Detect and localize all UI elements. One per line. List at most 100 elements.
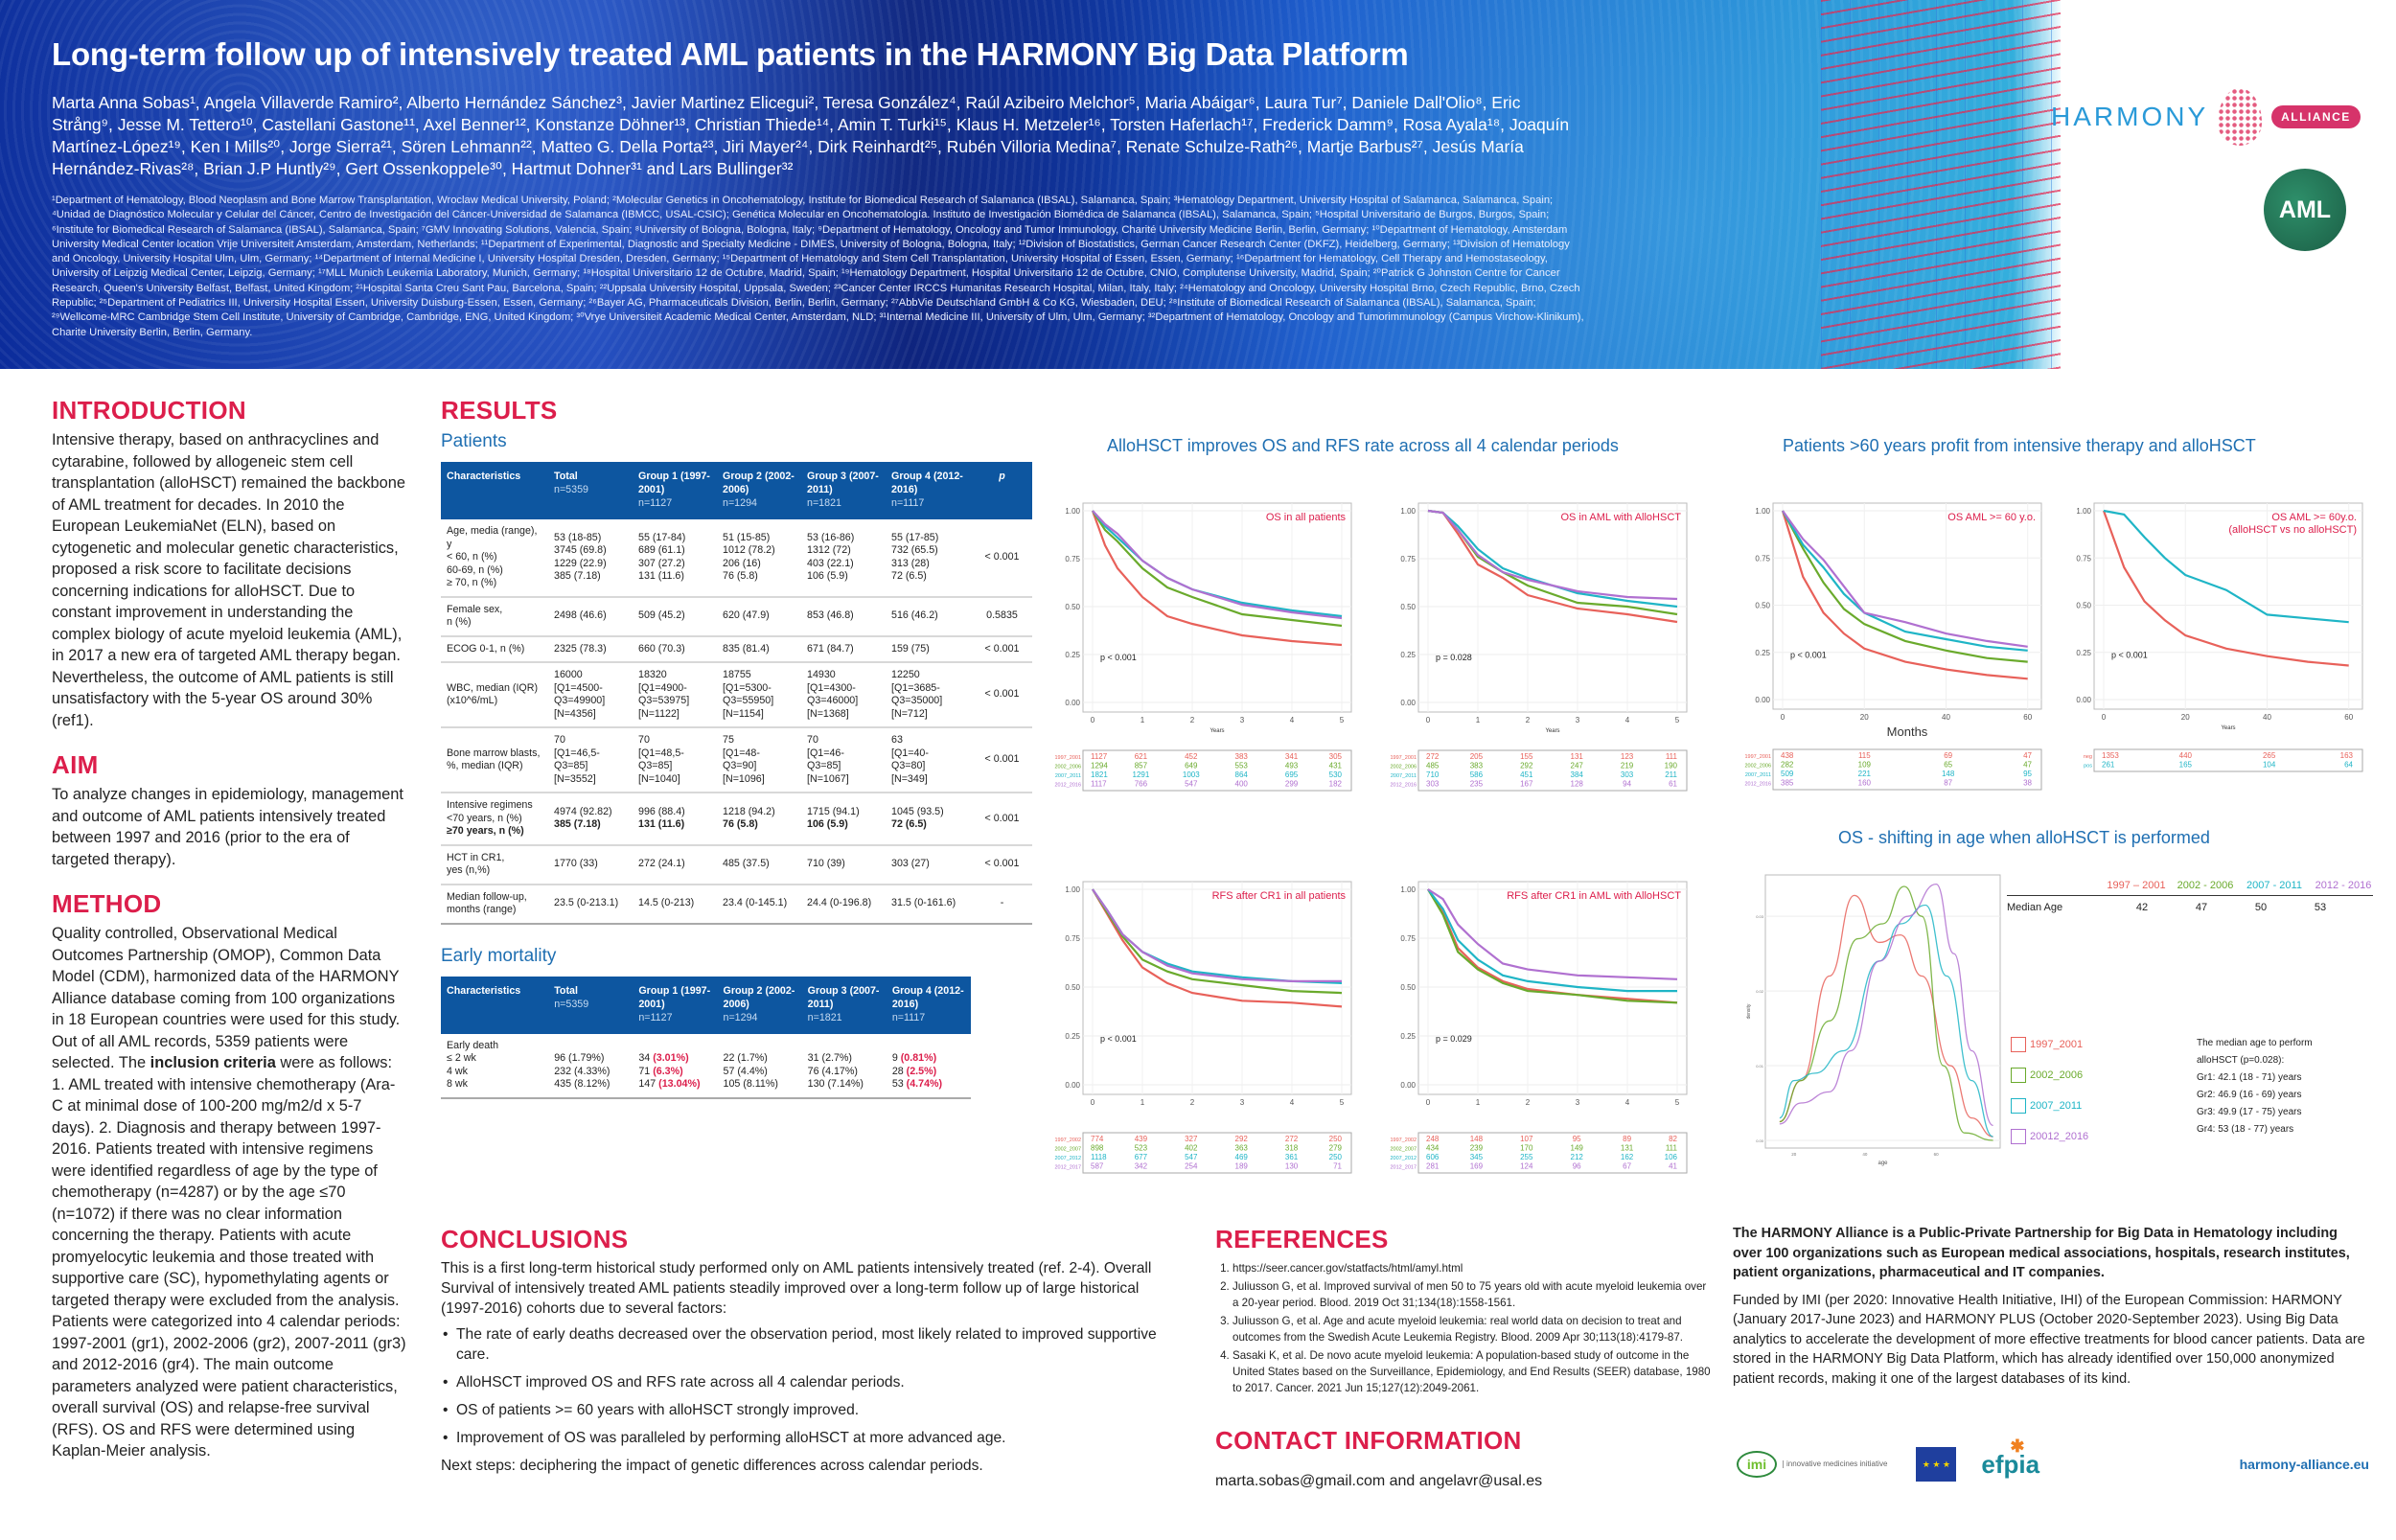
contact-emails[interactable]: marta.sobas@gmail.com and angelavr@usal.… [1215, 1473, 1543, 1489]
risk-table-label: 2002_2006 [1744, 764, 1771, 770]
x-axis-label: age [1878, 1161, 1888, 1166]
introduction-heading: INTRODUCTION [52, 396, 246, 425]
mortality-value: 9 (0.81%) [891, 1052, 937, 1064]
table-cell: < 0.001 [970, 519, 1032, 598]
risk-table-value: 434 [1426, 1144, 1440, 1153]
y-tick-label: 1.00 [1400, 507, 1416, 516]
risk-table-value: 124 [1520, 1162, 1533, 1171]
risk-table-label: 2002_2007 [1054, 1147, 1081, 1153]
bold-value: 131 (11.6) [638, 818, 685, 831]
table-header-cell: Group 3 (2007-2011) n=1821 [801, 462, 886, 519]
alliance-badge: ALLIANCE [2271, 105, 2361, 128]
x-tick-label: 0 [1091, 1098, 1095, 1107]
bold-value: 76 (5.8) [723, 818, 758, 831]
risk-table-label: 1997_2002 [1054, 1138, 1081, 1143]
website-link[interactable]: harmony-alliance.eu [2239, 1457, 2369, 1472]
risk-table-value: 123 [1621, 752, 1634, 761]
imi-logo: imi innovative medicines initiative [1737, 1451, 1887, 1478]
risk-table-value: 182 [1329, 780, 1343, 789]
median-age-value: 53 [2314, 902, 2327, 913]
mortality-highlight: (6.3%) [653, 1065, 683, 1077]
risk-table-value: 239 [1470, 1144, 1484, 1153]
risk-table-value: 130 [1285, 1162, 1299, 1171]
y-tick-label: 0.00 [1400, 1081, 1416, 1090]
header-data-visual-art [1821, 0, 2070, 369]
table-cell: 485 (37.5) [717, 844, 801, 885]
risk-table-value: 219 [1621, 762, 1634, 770]
table-cell: 16000 [Q1=4500- Q3=49900] [N=4356] [548, 662, 633, 728]
y-tick-label: 0.25 [2076, 649, 2091, 657]
table-cell: 710 (39) [801, 844, 886, 885]
risk-table-value: 128 [1571, 780, 1584, 789]
survival-curve-neg [2102, 510, 2349, 667]
mortality-value: 130 (7.14%) [807, 1078, 864, 1090]
risk-table-value: 587 [1091, 1162, 1104, 1171]
table-cell: 75 [Q1=48- Q3=90] [N=1096] [717, 727, 801, 793]
km-chart-os-allohsct: 0.00 0.25 0.50 0.75 1.00 0 1 2 3 4 5 Years OS in AML… [1390, 494, 1696, 839]
risk-table-value: 254 [1185, 1162, 1198, 1171]
p-value: p < 0.001 [1100, 1034, 1137, 1044]
risk-table-value: 318 [1285, 1144, 1299, 1153]
y-tick-label: 0.00 [1065, 1081, 1080, 1090]
density-chart-title: OS - shifting in age when alloHSCT is pe… [1838, 828, 2210, 847]
x-axis-label: Years [1545, 728, 1559, 734]
density-curve-2007_2011 [1779, 904, 1993, 1138]
table-header-cell: Group 1 (1997-2001) n=1127 [633, 462, 717, 519]
risk-table-value: 547 [1185, 1153, 1198, 1161]
y-tick-label: 0.50 [1400, 603, 1416, 611]
table-cell: 1715 (94.1) 106 (5.9) [801, 793, 886, 846]
table-cell: 70 [Q1=48,5- Q3=85] [N=1040] [633, 727, 717, 793]
x-tick-label: 20 [1860, 713, 1869, 722]
risk-table-value: 438 [1781, 751, 1794, 760]
risk-table-value: 272 [1285, 1135, 1299, 1143]
x-tick-label: 1 [1476, 1098, 1481, 1107]
risk-table-value: 469 [1235, 1153, 1249, 1161]
chart-panel-title: RFS after CR1 in AML with AlloHSCT [1507, 890, 1681, 902]
median-note-line: Gr4: 53 (18 - 77) years [2197, 1124, 2294, 1135]
column-label: Group 1 (1997-2001) [638, 471, 710, 495]
method-text-part-2: were as follows: 1. AML treated with int… [52, 1054, 406, 1460]
median-age-value: 50 [2254, 902, 2268, 913]
table-row: Intensive regimens <70 years, n (%) ≥70 ye… [441, 793, 1032, 846]
km-chart-rfs-allohsct: 0.00 0.25 0.50 0.75 1.00 0 1 2 3 4 5 RFS after CR1 … [1390, 872, 1696, 1217]
conclusions-heading: CONCLUSIONS [441, 1225, 629, 1253]
density-legend: 1997_2001 2002_2006 2007_2011 20012_2016 [2011, 1029, 2088, 1152]
km-svg: 0.00 0.25 0.50 0.75 1.00 0 20 40 60 Months OS AML … [1744, 502, 2042, 791]
y-tick-label: 1.00 [1400, 885, 1416, 894]
early-death-label: Early death [447, 1039, 499, 1051]
period-header: 2002 - 2006 [2177, 880, 2234, 891]
mortality-highlight: (4.74%) [906, 1078, 943, 1090]
density-svg: 0.00 0.01 0.02 0.03 20 40 60 age density [1746, 874, 2001, 1166]
table-cell: < 0.001 [970, 662, 1032, 728]
x-tick-label: 3 [1240, 1098, 1245, 1107]
mortality-value: 34 (3.01%) [638, 1052, 689, 1064]
y-tick-label: 0.75 [1065, 555, 1080, 563]
x-tick-label: 0 [2102, 713, 2107, 722]
x-tick-label: 2 [1526, 716, 1531, 724]
risk-table-value: 303 [1621, 770, 1634, 779]
risk-table-label: 1997_2001 [1054, 755, 1081, 761]
table-cell: HCT in CR1, yes (n,%) [441, 844, 548, 885]
survival-curve-1997_2002 [1092, 888, 1343, 1008]
table-cell: 1218 (94.2) 76 (5.8) [717, 793, 801, 846]
table-cell: 34 (3.01%) 71 (6.3%) 147 (13.04%) [633, 1033, 718, 1099]
chart-panel-title: RFS after CR1 in all patients [1212, 890, 1347, 902]
mortality-value: 76 (4.17%) [807, 1065, 858, 1077]
y-tick-label: 1.00 [1065, 885, 1080, 894]
table-cell: 620 (47.9) [717, 596, 801, 637]
risk-table-value: 1127 [1091, 752, 1108, 761]
table-cell: 2498 (46.6) [548, 596, 633, 637]
risk-table-value: 190 [1665, 762, 1678, 770]
km-chart-os-60-allo: 0.00 0.25 0.50 0.75 1.00 0 20 40 60 Years OS AML >… [2065, 494, 2372, 839]
x-tick-label: 5 [1340, 1098, 1345, 1107]
conclusion-bullet: The rate of early deaths decreased over … [441, 1324, 1169, 1365]
table-cell: 70 [Q1=46,5- Q3=85] [N=3552] [548, 727, 633, 793]
x-tick-label: 2 [1190, 1098, 1195, 1107]
y-tick-label: 0.75 [1400, 555, 1416, 563]
x-tick-label: 0 [1426, 716, 1431, 724]
density-curve-1997_2001 [1779, 894, 1993, 1138]
table-cell: 516 (46.2) [886, 596, 970, 637]
legend-swatch [2011, 1037, 2026, 1052]
risk-table-value: 247 [1571, 762, 1584, 770]
table-cell: 18755 [Q1=5300- Q3=55950] [N=1154] [717, 662, 801, 728]
